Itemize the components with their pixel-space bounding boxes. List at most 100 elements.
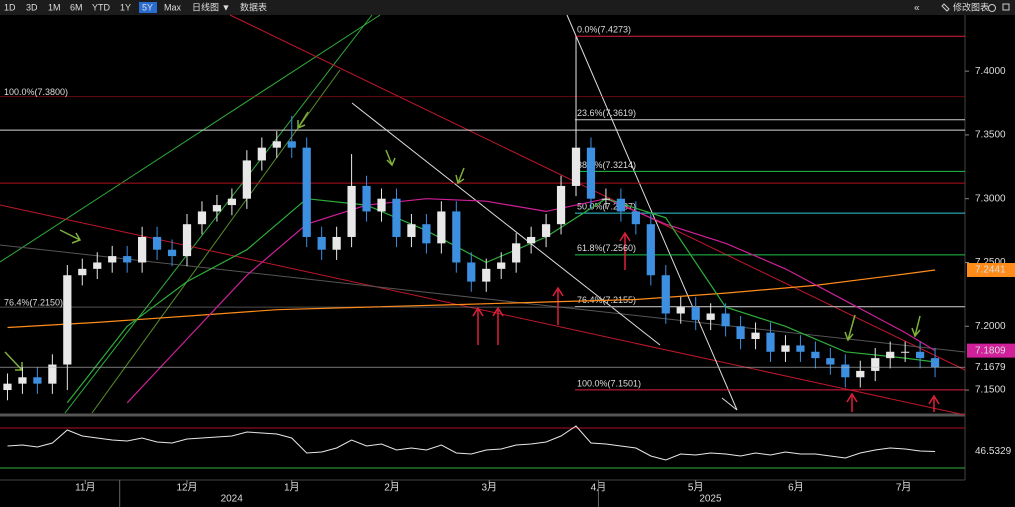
trendline: [229, 14, 966, 371]
candle-body: [18, 377, 27, 384]
candle-body: [362, 185, 371, 212]
value-box: [967, 360, 1015, 375]
candle-body: [212, 205, 222, 212]
x-tick-label: 5月: [688, 482, 704, 494]
candle-body: [586, 147, 596, 199]
trendline: [0, 14, 381, 263]
down-arrow: [297, 111, 309, 130]
edit-chart-button[interactable]: 修改图表: [953, 1, 989, 12]
y-tick-label: 7.2000: [975, 321, 1006, 332]
fib-label: 61.8%(7.2560): [577, 243, 636, 253]
up-arrow: [619, 231, 631, 270]
candle-body: [886, 351, 895, 359]
candle-body: [3, 383, 12, 391]
candle-body: [796, 345, 805, 352]
candle-body: [152, 236, 162, 250]
y-tick-label: 7.2500: [975, 257, 1006, 268]
candle-body: [48, 364, 57, 384]
x-tick-label: 11月: [75, 482, 95, 494]
price-panel: [0, 15, 965, 413]
value-box-label: 7.1809: [975, 345, 1006, 356]
trendline: [566, 14, 738, 411]
candle-body: [182, 224, 192, 257]
range-button[interactable]: YTD: [92, 2, 111, 12]
x-tick-label: 6月: [788, 482, 804, 494]
range-button[interactable]: 6M: [70, 2, 83, 12]
candle-body: [437, 211, 446, 244]
rsi-value-label: 46.5329: [975, 446, 1012, 457]
fib-label: 100.0%(7.1501): [577, 378, 641, 388]
up-arrow: [492, 306, 504, 345]
candle-body: [766, 332, 775, 352]
moving-average: [7, 269, 936, 329]
x-tick-label: 7月: [896, 482, 912, 494]
candle-body: [856, 370, 865, 378]
candle-body: [287, 141, 296, 148]
candle-body: [901, 351, 910, 353]
candle-body: [631, 211, 640, 225]
settings-icon[interactable]: [988, 4, 996, 12]
candle-body: [63, 275, 72, 365]
value-box-label: 7.1679: [975, 362, 1006, 373]
x-tick-label: 12月: [176, 482, 197, 494]
candle-body: [138, 236, 147, 263]
fib-label: 50.0%(7.2887): [577, 201, 636, 211]
range-button[interactable]: 数据表: [240, 1, 267, 12]
range-button[interactable]: 5Y: [142, 2, 153, 12]
candle-body: [646, 224, 655, 276]
candle-body: [541, 224, 551, 237]
candle-body: [93, 262, 102, 269]
range-button[interactable]: 1Y: [120, 2, 131, 12]
range-button[interactable]: 1D: [4, 2, 16, 12]
range-button[interactable]: 1M: [48, 2, 61, 12]
candle-body: [616, 198, 626, 212]
candle-body: [676, 307, 685, 314]
trendlines: [0, 14, 966, 416]
y-tick-label: 7.3500: [975, 130, 1006, 141]
candle-body: [512, 243, 521, 263]
candle-body: [706, 313, 715, 320]
candle-body: [482, 268, 491, 282]
y-tick-label: 7.4000: [975, 66, 1006, 77]
toolbar: [0, 0, 1015, 15]
candle-body: [347, 185, 356, 237]
year-label: 2024: [221, 494, 244, 505]
range-button[interactable]: 3D: [26, 2, 38, 12]
candle-body: [601, 198, 611, 200]
range-button[interactable]: Max: [164, 2, 182, 12]
fib-label: 76.4%(7.2150): [4, 297, 63, 307]
candle-body: [556, 185, 566, 225]
fib-label: 0.0%(7.4273): [577, 25, 631, 35]
candle-body: [691, 307, 700, 320]
up-arrow: [846, 392, 858, 412]
candle-body: [452, 211, 461, 263]
down-arrow: [844, 314, 856, 342]
candle-body: [841, 364, 850, 378]
candle-body: [123, 256, 132, 263]
range-button[interactable]: 日线图 ▼: [192, 1, 230, 12]
candle-body: [227, 198, 237, 206]
candle-body: [661, 275, 670, 314]
fib-label: 23.6%(7.3619): [577, 108, 636, 118]
candle-body: [242, 160, 251, 199]
candle-body: [571, 147, 581, 186]
candle-body: [527, 236, 536, 244]
candle-body: [197, 211, 207, 225]
expand-icon[interactable]: [1002, 3, 1010, 11]
down-arrow: [385, 149, 396, 167]
candle-body: [332, 236, 341, 250]
candle-body: [751, 332, 760, 340]
candle-body: [167, 249, 177, 257]
candle-body: [317, 236, 326, 250]
trendline: [64, 14, 373, 414]
up-arrow: [472, 306, 484, 345]
candle-body: [302, 147, 311, 237]
down-arrow: [455, 167, 465, 185]
toolbar-icons: [941, 3, 1010, 12]
year-label: 2025: [699, 494, 722, 505]
y-tick-label: 7.3000: [975, 193, 1006, 204]
collapse-button[interactable]: «: [914, 3, 920, 14]
value-box: [967, 343, 1015, 358]
down-arrow: [911, 315, 921, 338]
